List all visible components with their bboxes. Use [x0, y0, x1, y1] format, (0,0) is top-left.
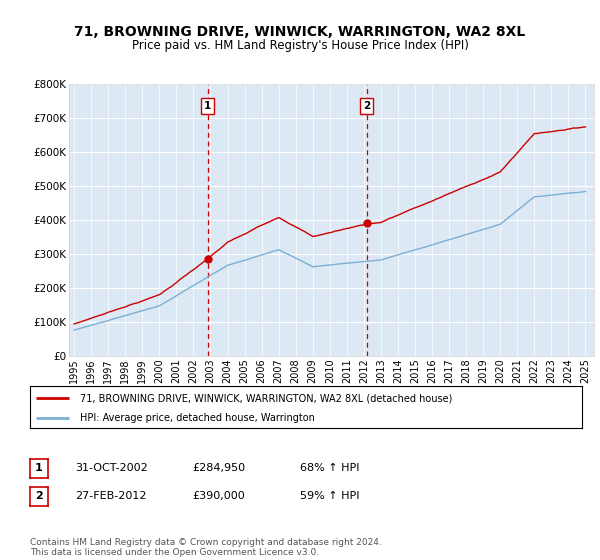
Text: 59% ↑ HPI: 59% ↑ HPI [300, 491, 359, 501]
Text: Contains HM Land Registry data © Crown copyright and database right 2024.
This d: Contains HM Land Registry data © Crown c… [30, 538, 382, 557]
Text: Price paid vs. HM Land Registry's House Price Index (HPI): Price paid vs. HM Land Registry's House … [131, 39, 469, 52]
Text: HPI: Average price, detached house, Warrington: HPI: Average price, detached house, Warr… [80, 413, 314, 423]
Text: 71, BROWNING DRIVE, WINWICK, WARRINGTON, WA2 8XL (detached house): 71, BROWNING DRIVE, WINWICK, WARRINGTON,… [80, 393, 452, 403]
Text: 1: 1 [35, 464, 43, 473]
Text: 31-OCT-2002: 31-OCT-2002 [75, 463, 148, 473]
Text: 2: 2 [363, 101, 370, 111]
Text: 68% ↑ HPI: 68% ↑ HPI [300, 463, 359, 473]
Text: 2: 2 [35, 492, 43, 501]
Text: 27-FEB-2012: 27-FEB-2012 [75, 491, 146, 501]
Text: 71, BROWNING DRIVE, WINWICK, WARRINGTON, WA2 8XL: 71, BROWNING DRIVE, WINWICK, WARRINGTON,… [74, 25, 526, 39]
Text: £390,000: £390,000 [192, 491, 245, 501]
Text: £284,950: £284,950 [192, 463, 245, 473]
Text: 1: 1 [204, 101, 211, 111]
